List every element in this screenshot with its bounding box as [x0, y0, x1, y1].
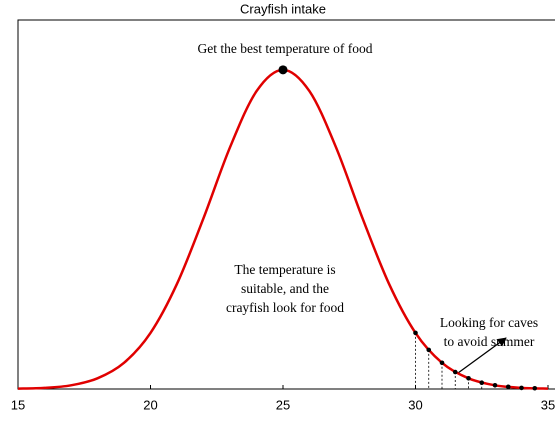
x-tick-label: 35: [541, 397, 555, 412]
annotation: suitable, and the: [241, 281, 329, 296]
x-tick-label: 15: [11, 397, 25, 412]
annotation: crayfish look for food: [226, 300, 344, 315]
marker: [492, 383, 498, 388]
annotation: Get the best temperature of food: [197, 41, 372, 56]
arrow: [457, 337, 507, 374]
chart-title: Crayfish intake: [240, 1, 326, 16]
marker: [413, 330, 418, 336]
x-tick-label: 30: [408, 397, 422, 412]
marker: [452, 369, 458, 375]
marker: [519, 385, 524, 391]
marker: [426, 347, 432, 353]
annotation: Looking for caves: [440, 315, 538, 330]
marker: [532, 385, 538, 391]
marker: [466, 375, 471, 381]
peak-marker: [278, 65, 288, 75]
marker: [505, 384, 511, 390]
plot-frame: [17, 19, 555, 390]
x-tick-label: 20: [143, 397, 157, 412]
marker: [479, 380, 485, 386]
marker: [439, 360, 445, 366]
annotation: The temperature is: [234, 262, 335, 277]
x-tick-label: 25: [276, 397, 290, 412]
annotation: to avoid summer: [444, 334, 535, 349]
